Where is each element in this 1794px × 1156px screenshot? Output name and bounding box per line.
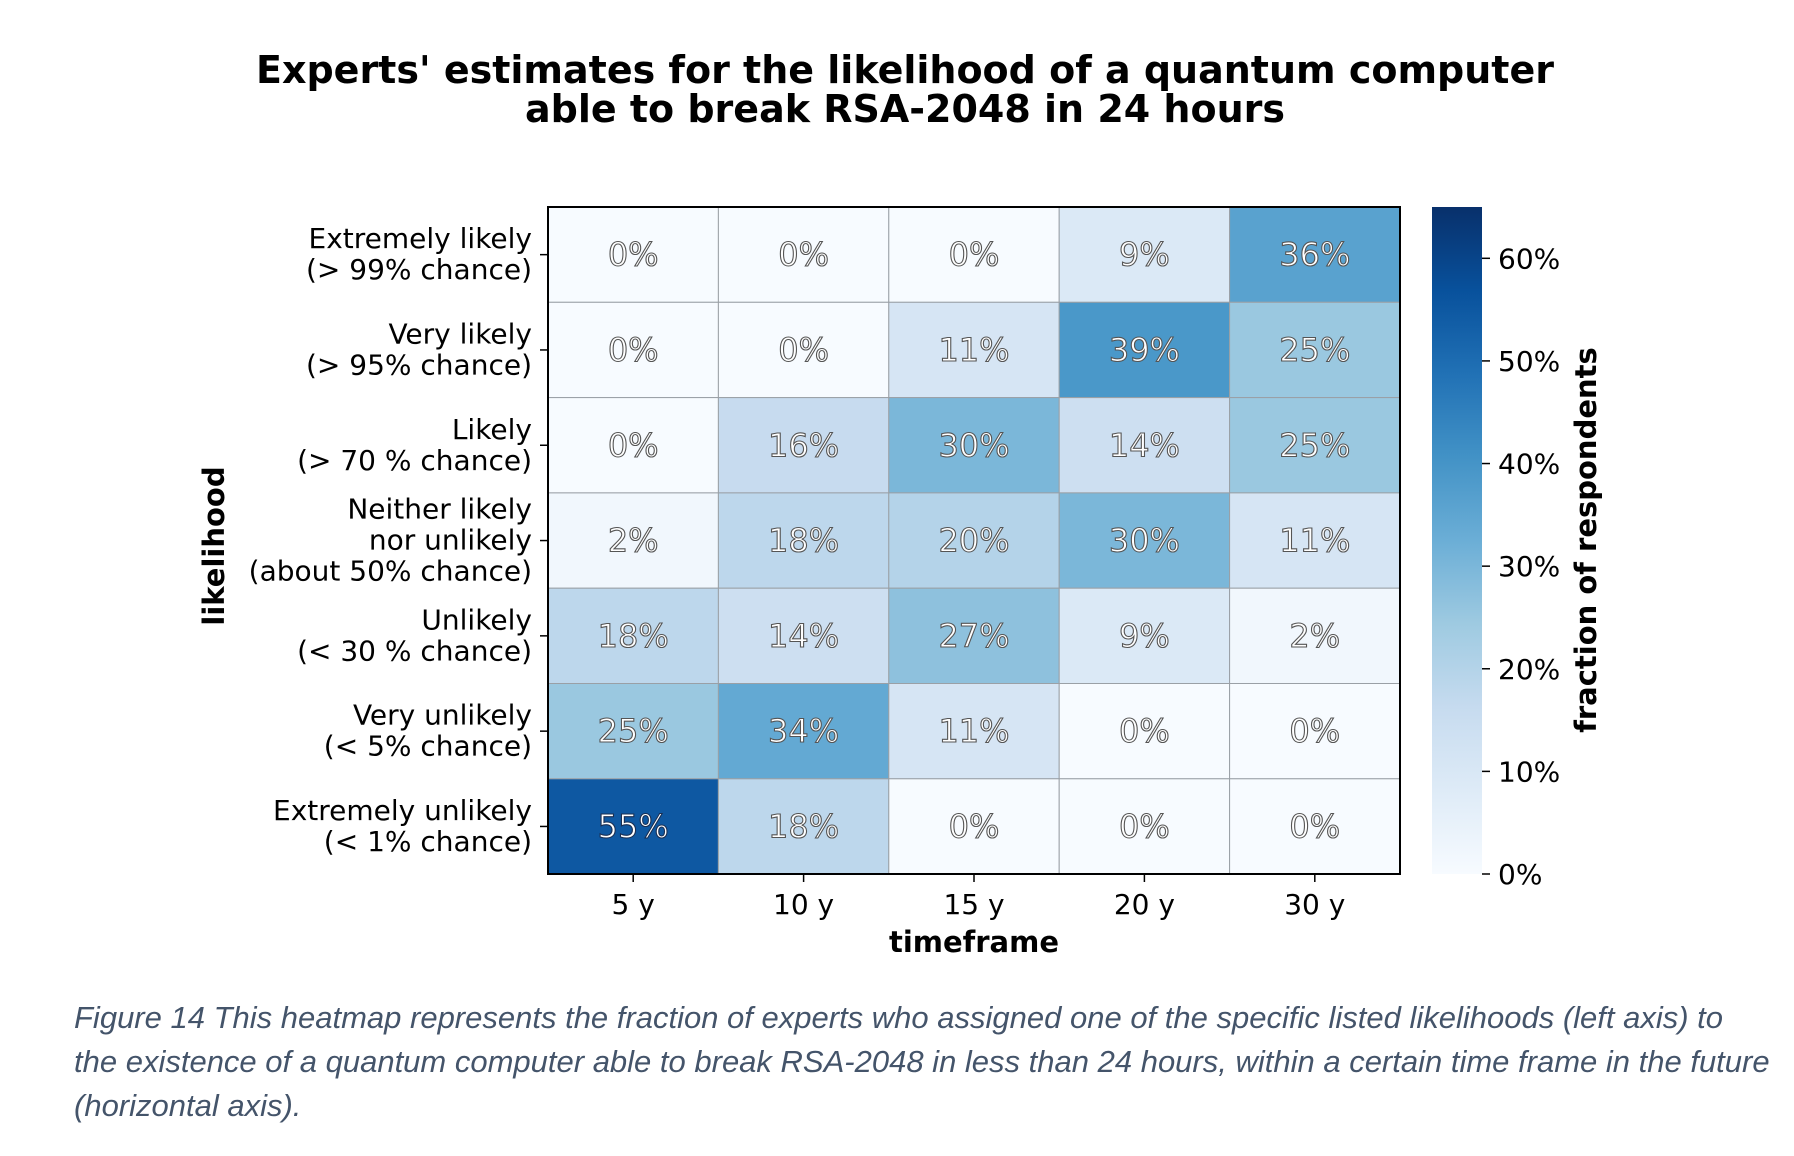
heatmap-cell [1229, 587, 1401, 685]
heatmap-cell-label: 34% [768, 712, 839, 750]
colorbar-tick-label: 40% [1498, 448, 1560, 481]
heatmap-cell-label: 0% [608, 331, 659, 369]
y-axis-ticks: Extremely likely(> 99% chance) Very likel… [249, 222, 548, 858]
x-tick-label: 10 y [773, 888, 834, 921]
y-axis-label: likelihood [197, 466, 231, 625]
heatmap-cell-label: 0% [778, 236, 829, 274]
heatmap-cell [717, 683, 890, 780]
heatmap-cell [1058, 492, 1231, 589]
colorbar-tick-label: 50% [1498, 345, 1560, 378]
heatmap-cell [888, 683, 1060, 780]
heatmap-cell [888, 301, 1060, 399]
heatmap-cell-label: 18% [768, 807, 839, 845]
heatmap-cell-label: 9% [1119, 617, 1170, 655]
y-tick-label: (> 95% chance) [306, 348, 532, 381]
x-tick-label: 15 y [943, 888, 1004, 921]
y-tick-label: (< 30 % chance) [297, 634, 532, 667]
heatmap-cell [547, 778, 719, 875]
x-tick-label: 5 y [612, 888, 655, 921]
y-tick-label: nor unlikely [369, 524, 532, 557]
heatmap-cell [1229, 301, 1401, 399]
heatmap-cell-label: 2% [608, 522, 659, 560]
heatmap-cell-label: 14% [1109, 426, 1180, 464]
y-tick-label: (> 70 % chance) [297, 444, 532, 477]
heatmap-cell-label: 18% [768, 522, 839, 560]
y-tick-label: Likely [452, 413, 532, 446]
colorbar-tick-label: 10% [1498, 755, 1560, 788]
heatmap-cell [888, 397, 1060, 494]
y-tick-label: Very unlikely [353, 699, 532, 732]
heatmap-cell-label: 11% [938, 331, 1009, 369]
heatmap-cell-label: 30% [1109, 522, 1180, 560]
x-axis-ticks: 5 y 10 y 15 y 20 y 30 y [612, 874, 1345, 921]
heatmap-cells [547, 206, 1401, 875]
y-tick-label: (< 5% chance) [324, 730, 532, 763]
heatmap-cell [1229, 778, 1401, 875]
y-tick-label: Neither likely [347, 493, 532, 526]
heatmap-cell [888, 492, 1060, 589]
y-tick-label: Unlikely [421, 603, 532, 636]
colorbar-tick-label: 20% [1498, 653, 1560, 686]
colorbar [1432, 207, 1482, 874]
heatmap-cell-label: 9% [1119, 236, 1170, 274]
heatmap-cell-label: 39% [1109, 331, 1180, 369]
heatmap-cell [547, 587, 719, 685]
heatmap-cell-label: 16% [768, 426, 839, 464]
heatmap-cell-label: 0% [778, 331, 829, 369]
heatmap-cell [717, 492, 890, 589]
chart-title-line-2: able to break RSA-2048 in 24 hours [525, 87, 1285, 131]
heatmap-cell-label: 11% [938, 712, 1009, 750]
heatmap-cell [717, 206, 890, 303]
heatmap-cell [1229, 492, 1401, 589]
colorbar-ticks: 0% 10% 20% 30% 40% 50% 60% [1482, 242, 1560, 891]
heatmap-cell-label: 18% [598, 617, 669, 655]
heatmap-cell-label: 55% [598, 807, 669, 845]
y-tick-label: (> 99% chance) [306, 253, 532, 286]
heatmap-cell-label: 25% [598, 712, 669, 750]
heatmap-cell [547, 206, 719, 303]
heatmap-cell [888, 587, 1060, 685]
heatmap-cell [547, 301, 719, 399]
heatmap-cell-label: 25% [1279, 426, 1350, 464]
heatmap-cell [1229, 397, 1401, 494]
x-tick-label: 30 y [1284, 888, 1345, 921]
figure-caption: Figure 14 This heatmap represents the fr… [74, 1000, 1770, 1123]
heatmap-cell [1058, 397, 1231, 494]
heatmap-cell [1058, 683, 1231, 780]
heatmap-cell [1058, 206, 1231, 303]
heatmap-cell-labels: 0% 0% 0% 9% 36% 0% 0% 11% 39% 25% 0% 16% 30% 14% 25% 2%… [597, 235, 1351, 846]
y-tick-label: Extremely unlikely [273, 794, 532, 827]
heatmap-cell-label: 36% [1279, 236, 1350, 274]
heatmap-cell-label: 0% [1119, 712, 1170, 750]
x-tick-label: 20 y [1114, 888, 1175, 921]
heatmap-cell [717, 587, 890, 685]
x-axis-label: timeframe [889, 925, 1059, 959]
heatmap-cell-label: 11% [1279, 522, 1350, 560]
y-tick-label: Extremely likely [309, 222, 532, 255]
heatmap-cell [1229, 206, 1401, 303]
heatmap-cell-label: 27% [938, 617, 1009, 655]
colorbar-tick-label: 30% [1498, 550, 1560, 583]
heatmap-cell-label: 20% [938, 522, 1009, 560]
heatmap-cell-label: 2% [1289, 617, 1340, 655]
y-tick-label: Very likely [388, 317, 532, 350]
y-tick-label: (about 50% chance) [249, 555, 532, 588]
y-tick-label: (< 1% chance) [324, 825, 532, 858]
heatmap-cell [717, 397, 890, 494]
colorbar-tick-label: 0% [1498, 858, 1542, 891]
heatmap-cell-label: 25% [1279, 331, 1350, 369]
heatmap-cell-label: 0% [1119, 807, 1170, 845]
colorbar-label: fraction of respondents [1569, 347, 1603, 733]
heatmap-cell-label: 0% [1289, 712, 1340, 750]
heatmap-cell-label: 14% [768, 617, 839, 655]
heatmap-cell-label: 0% [608, 426, 659, 464]
chart-title-line-1: Experts' estimates for the likelihood of… [256, 48, 1554, 92]
heatmap-cell-label: 0% [949, 236, 1000, 274]
heatmap-cell-label: 30% [938, 426, 1009, 464]
heatmap-cell-label: 0% [608, 236, 659, 274]
heatmap-cell-label: 0% [1289, 807, 1340, 845]
colorbar-tick-label: 60% [1498, 242, 1560, 275]
heatmap-cell-label: 0% [949, 807, 1000, 845]
